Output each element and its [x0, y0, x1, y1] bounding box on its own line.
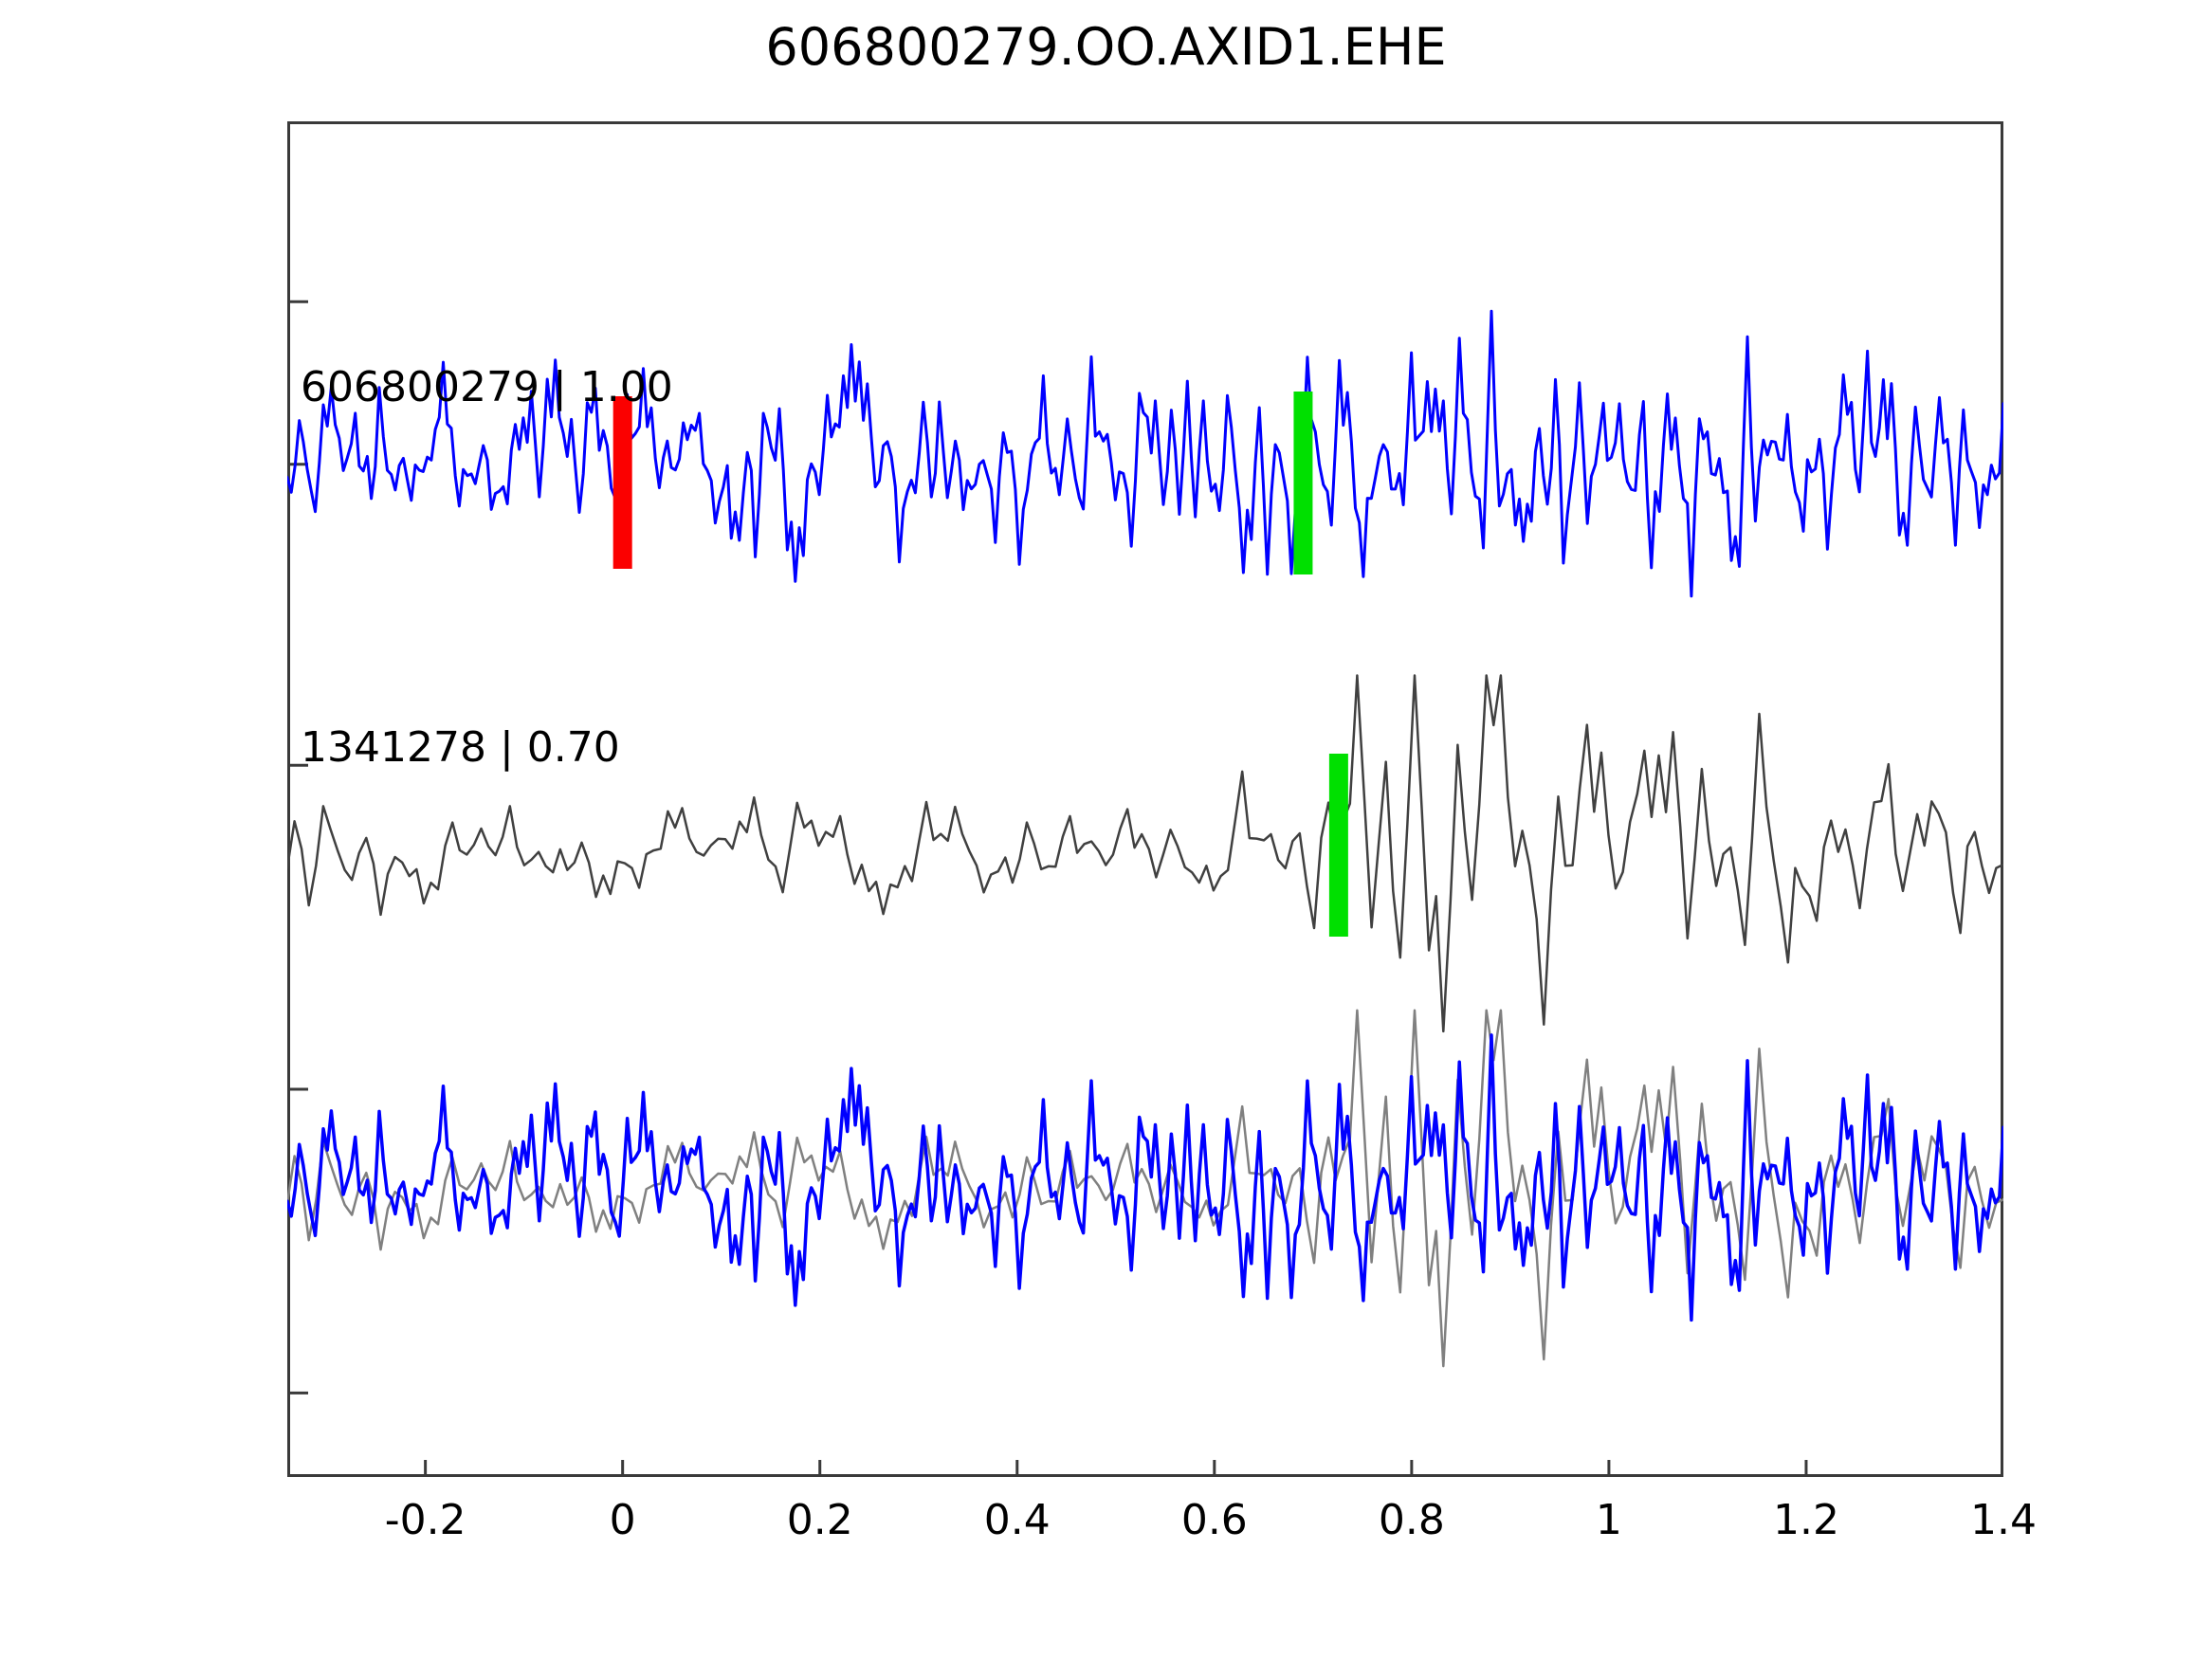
waveform-trace-606800279: [287, 309, 2003, 598]
x-tick-label: 1.4: [1970, 1496, 2037, 1544]
waveform-canvas: [287, 121, 2003, 1477]
template-trace-label: 606800279 | 1.00: [301, 363, 673, 411]
x-tick-label: 0.2: [786, 1496, 853, 1544]
x-tick-label: -0.2: [384, 1496, 466, 1544]
axes-frame: [287, 121, 2003, 1477]
page-title: 606800279.OO.AXID1.EHE: [765, 17, 1447, 77]
x-tick-label: 1: [1595, 1496, 1622, 1544]
x-tick-label: 0.6: [1180, 1496, 1248, 1544]
x-tick-label: 0.8: [1378, 1496, 1445, 1544]
x-tick-label: 0: [609, 1496, 636, 1544]
detection-pick-green: [1328, 754, 1348, 937]
plot-axes: [287, 121, 2003, 1477]
waveform-trace-1341278-overlay: [287, 1009, 2003, 1368]
template-pick-red: [612, 396, 632, 569]
detection-trace-label: 1341278 | 0.70: [301, 723, 620, 772]
x-tick-label: 1.2: [1772, 1496, 1839, 1544]
template-pick-green: [1293, 392, 1313, 574]
waveform-trace-1341278: [287, 674, 2003, 1033]
x-tick-label: 0.4: [983, 1496, 1051, 1544]
waveform-trace-606800279-overlay: [287, 1033, 2003, 1322]
x-axis-tick-labels: -0.2 0 0.2 0.4 0.6 0.8 1 1.2 1.4: [287, 1496, 2037, 1562]
